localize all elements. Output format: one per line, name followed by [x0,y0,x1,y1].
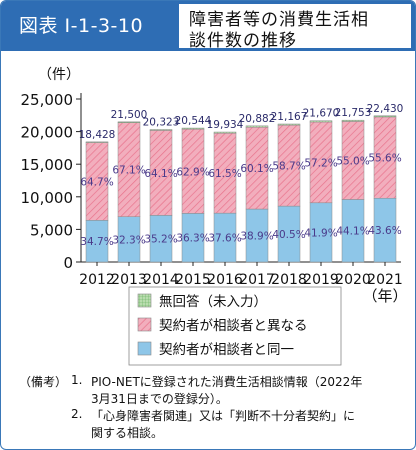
data-label-different: 67.1% [112,165,145,177]
total-label: 20,882 [239,113,276,125]
x-tick-label: 2020 [335,272,371,288]
x-tick-label: 2015 [175,272,211,288]
total-label: 22,430 [367,103,404,115]
note-1-line-2: 3月31日までの登録分）。 [91,392,228,406]
figure-title-line-1: 障害者等の消費生活相 [189,10,369,30]
bar-segment-no-answer [213,131,237,134]
bar-segment-no-answer [373,115,397,118]
total-label: 21,753 [335,107,372,119]
legend-swatch [137,293,152,308]
data-label-different: 55.6% [368,153,401,165]
note-1-number: 1. [71,373,83,387]
y-tick-label: 5,000 [30,221,73,239]
data-label-same: 38.9% [240,231,273,243]
y-tick-label: 25,000 [21,91,74,109]
data-label-different: 61.5% [208,168,241,180]
total-label: 21,167 [271,111,308,123]
bar-segment-no-answer [117,121,141,123]
data-label-same: 44.1% [336,226,369,238]
y-tick-label: 15,000 [21,156,74,174]
data-label-different: 60.1% [240,163,273,175]
legend-label: 契約者が相談者と同一 [159,342,294,358]
data-label-different: 57.2% [304,157,337,169]
data-label-same: 43.6% [368,225,401,237]
legend-box [128,286,342,366]
total-label: 19,934 [207,119,244,131]
x-tick-label: 2019 [303,272,339,288]
total-label: 21,670 [303,108,340,120]
figure-header: 図表 I-1-3-10 障害者等の消費生活相 談件数の推移 [1,1,415,51]
data-label-different: 64.7% [80,176,113,188]
notes-heading: （備考） [19,375,68,389]
note-2-line-1: 「心身障害者関連」又は「判断不十分者契約」に [91,409,356,423]
data-label-same: 36.3% [176,233,209,245]
x-tick-label: 2012 [79,272,115,288]
data-label-same: 40.5% [272,229,305,241]
data-label-same: 34.7% [80,236,113,248]
x-tick-label: 2016 [207,272,243,288]
figure-title-line-2: 談件数の推移 [189,31,297,51]
y-axis-unit: （件） [38,67,80,83]
x-tick-label: 2013 [111,272,147,288]
data-label-same: 35.2% [144,234,177,246]
bar-segment-no-answer [181,127,205,130]
x-tick-label: 2014 [143,272,179,288]
x-tick-label: 2018 [271,272,307,288]
note-2-line-2: 関する相談。 [91,426,164,440]
y-tick-label: 20,000 [21,124,74,142]
bar-segment-no-answer [309,120,333,123]
legend-label: 無回答（未入力） [159,293,267,310]
legend-label: 契約者が相談者と異なる [159,318,308,334]
data-label-different: 64.1% [144,168,177,180]
note-1-line-1: PIO-NETに登録された消費生活相談情報（2022年 [91,375,363,389]
data-label-different: 62.9% [176,166,209,178]
y-tick-label: 0 [63,254,73,272]
x-tick-label: 2017 [239,272,275,288]
total-label: 20,323 [143,116,180,128]
x-axis-unit: （年） [362,287,407,305]
y-tick-label: 10,000 [21,189,74,207]
data-label-different: 55.0% [336,155,369,167]
bar-segment-no-answer [149,129,173,131]
note-2-number: 2. [71,407,83,421]
bar-segment-no-answer [341,119,365,122]
data-label-same: 32.3% [112,234,145,246]
total-label: 18,428 [79,129,116,141]
total-label: 20,544 [175,115,212,127]
figure-title-box: 障害者等の消費生活相 談件数の推移 [179,4,411,51]
total-label: 21,500 [111,109,148,121]
bar-segment-no-answer [85,141,109,143]
bar-segment-no-answer [277,123,301,126]
figure-number: 図表 I-1-3-10 [19,15,144,37]
x-tick-label: 2021 [367,272,403,288]
data-label-same: 37.6% [208,233,241,245]
data-label-same: 41.9% [304,227,337,239]
data-label-different: 58.7% [272,161,305,173]
stacked-bar-chart: （件） 0 5,000 10,000 15,000 20,000 25,000 34.7% 64… [21,67,408,366]
legend-swatch [137,341,152,356]
bar-segment-no-answer [245,125,269,128]
legend-swatch [137,317,152,332]
